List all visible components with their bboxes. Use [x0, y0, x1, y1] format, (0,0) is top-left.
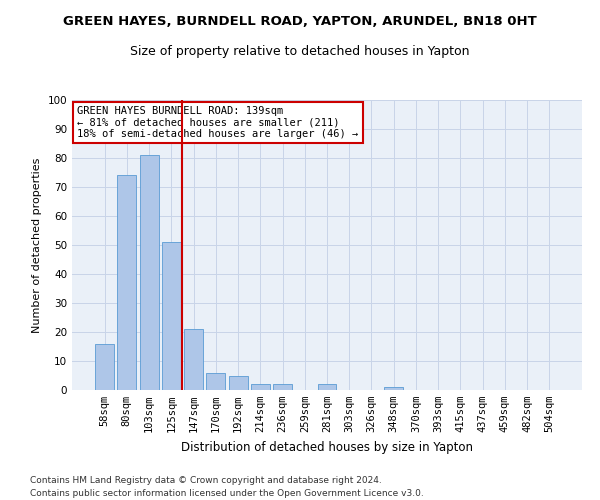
Bar — [162, 242, 181, 390]
Text: Contains public sector information licensed under the Open Government Licence v3: Contains public sector information licen… — [30, 488, 424, 498]
Bar — [206, 372, 225, 390]
Bar — [229, 376, 248, 390]
Bar — [140, 155, 158, 390]
Text: Size of property relative to detached houses in Yapton: Size of property relative to detached ho… — [130, 45, 470, 58]
Bar — [251, 384, 270, 390]
Bar — [184, 329, 203, 390]
Text: GREEN HAYES BURNDELL ROAD: 139sqm
← 81% of detached houses are smaller (211)
18%: GREEN HAYES BURNDELL ROAD: 139sqm ← 81% … — [77, 106, 358, 139]
Y-axis label: Number of detached properties: Number of detached properties — [32, 158, 42, 332]
X-axis label: Distribution of detached houses by size in Yapton: Distribution of detached houses by size … — [181, 440, 473, 454]
Text: Contains HM Land Registry data © Crown copyright and database right 2024.: Contains HM Land Registry data © Crown c… — [30, 476, 382, 485]
Bar — [273, 384, 292, 390]
Bar — [317, 384, 337, 390]
Text: GREEN HAYES, BURNDELL ROAD, YAPTON, ARUNDEL, BN18 0HT: GREEN HAYES, BURNDELL ROAD, YAPTON, ARUN… — [63, 15, 537, 28]
Bar — [118, 176, 136, 390]
Bar — [95, 344, 114, 390]
Bar — [384, 387, 403, 390]
